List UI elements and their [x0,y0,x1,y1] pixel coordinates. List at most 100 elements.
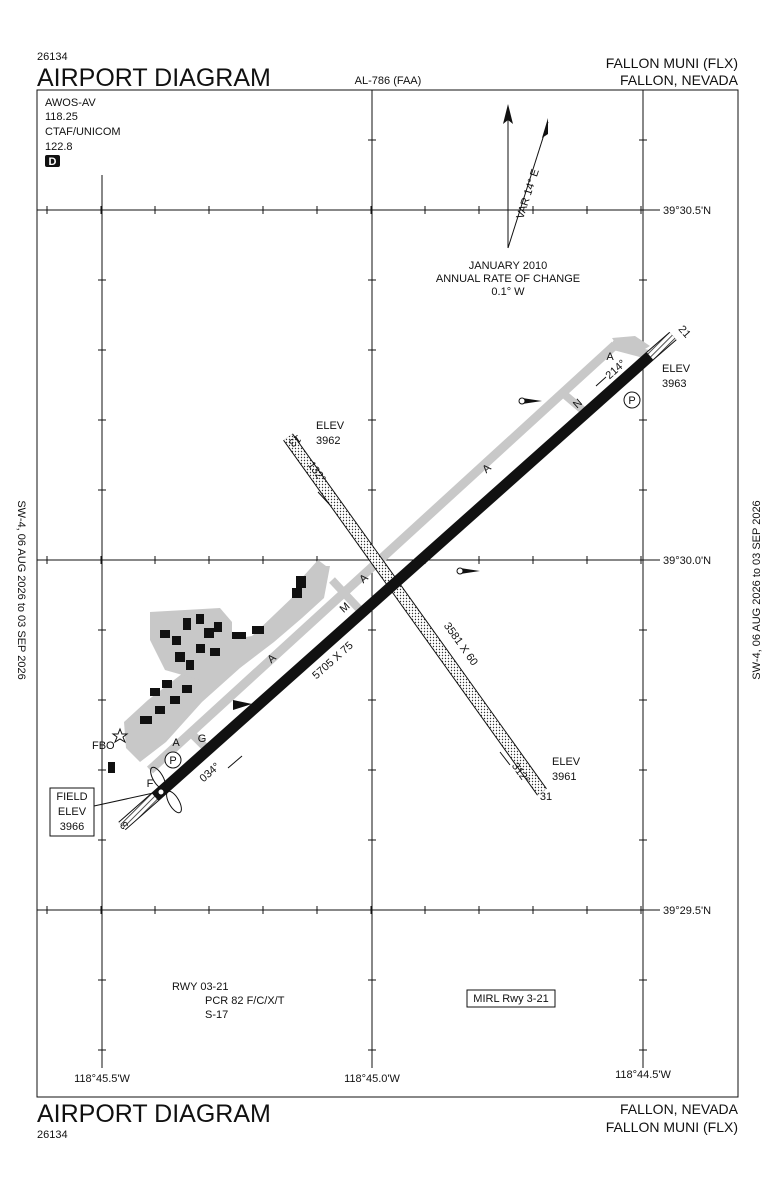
footer-title: AIRPORT DIAGRAM [37,1100,271,1128]
taxiway-label: A [606,351,614,363]
comm-frequency: 118.25 [45,111,78,123]
footer-chart-number: 26134 [37,1129,68,1141]
fbo-label: FBO [92,740,115,752]
taxiway-label: A [172,737,180,749]
comm-frequency: 122.8 [45,141,73,153]
lighting-note: MIRL Rwy 3-21 [473,993,548,1005]
runway-heading: 034° [198,761,223,785]
elev-value: 3961 [552,771,576,783]
elev-label: ELEV [552,756,581,768]
field-elev-value: 3966 [60,821,84,833]
building [160,630,170,638]
runway-note: PCR 82 F/C/X/T [205,995,285,1007]
runway-note: S-17 [205,1009,228,1021]
runway-note: RWY 03-21 [172,981,228,993]
elev-label: ELEV [662,363,691,375]
longitude-label: 118°45.0'W [344,1073,400,1085]
runway-number: 31 [540,791,552,803]
field-elev-label: ELEV [58,806,87,818]
building [296,576,306,588]
segmented-circle [233,700,252,710]
variation-label: VAR 14° E [514,168,541,221]
building [252,626,264,634]
latitude-label: 39°30.0'N [663,555,711,567]
approach-light [166,790,182,814]
runway-surface [151,351,654,802]
runway-number: 13 [286,432,303,449]
frame [36,89,739,1098]
effective-date: SW-4, 06 AUG 2026 to 03 SEP 2026 [15,500,27,679]
heading-arrows [227,376,607,769]
wind-cone-base [518,397,526,405]
longitude-label: 118°45.5'W [74,1073,130,1085]
taxiway-label: A [480,462,494,476]
fuel [108,762,115,773]
taxiway-connector [610,340,652,360]
parking-circle [623,391,641,409]
wind-cone [460,568,480,574]
runway-surface [283,434,547,795]
elev-value: 3963 [662,378,686,390]
building [186,660,194,670]
beacon [111,727,129,744]
building [183,618,191,630]
building [210,648,220,656]
grid [37,90,660,1068]
title: AIRPORT DIAGRAM [37,64,271,92]
runway-number: 21 [676,323,693,340]
elev-value: 3962 [316,435,340,447]
building [214,622,222,632]
runway-3-21 [118,331,677,831]
taxiway-m [329,577,363,613]
building [196,614,204,624]
building [155,706,165,714]
building [182,685,192,693]
comm-weather: AWOS-AV [45,97,96,109]
building [140,716,152,724]
building [150,688,160,696]
effective-date: SW-4, 06 AUG 2026 to 03 SEP 2026 [751,500,763,679]
taxiway-a [146,341,619,774]
runway-13-31 [283,433,547,796]
field-elev-box [49,787,95,837]
chart-number: 26134 [37,51,68,63]
longitude-label: 118°44.5'W [615,1069,671,1081]
true-north-head [503,104,513,124]
runway-overrun [647,332,676,360]
magnetic-north-arrow [507,121,549,249]
parking-label: P [169,755,176,767]
parking-label: P [628,395,635,407]
footer-airport: FALLON MUNI (FLX) [606,1119,738,1135]
airspace-box [45,155,60,167]
field-elev-point [158,789,164,795]
apron [300,560,326,600]
magnetic-north-head [542,118,548,138]
building [196,644,205,653]
runway-overrun [119,793,158,830]
field-elev-leader [93,791,159,807]
latitude-label: 39°29.5'N [663,905,711,917]
building [175,652,185,662]
approach-light [150,766,166,790]
taxiway-label: F [147,778,154,790]
variation-rate-title: ANNUAL RATE OF CHANGE [436,273,580,285]
wind-cone [522,398,542,404]
buildings [140,576,306,724]
field-elev-label: FIELD [56,791,87,803]
taxiway-label: G [198,733,207,745]
building [170,696,180,704]
building [292,588,302,598]
lighting-box [466,989,556,1008]
elev-label: ELEV [316,420,345,432]
variation-date: JANUARY 2010 [469,260,547,272]
apron [150,608,232,680]
building [172,636,181,645]
building [162,680,172,688]
latitude-label: 39°30.5'N [663,205,711,217]
parking-circle [164,751,182,769]
apron [124,566,330,762]
comm-ctaf: CTAF/UNICOM [45,126,121,138]
building [204,628,214,638]
